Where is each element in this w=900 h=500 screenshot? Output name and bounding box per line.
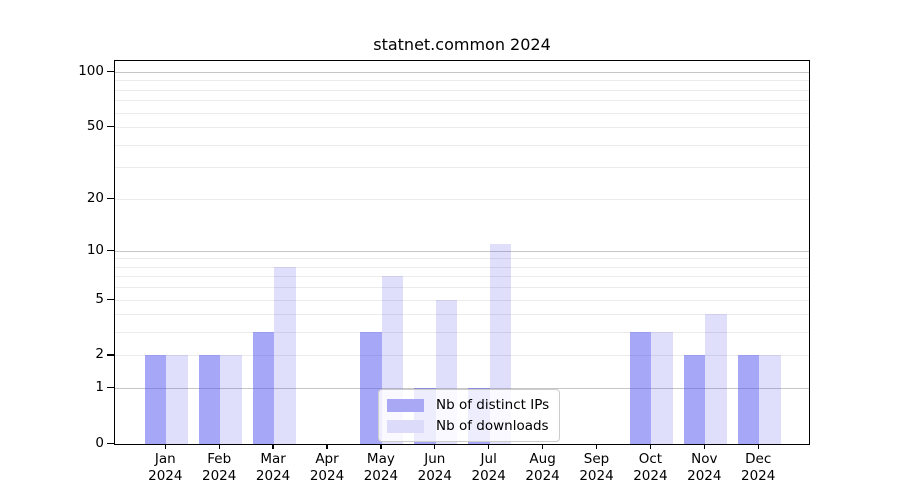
y-tick-label: 50 xyxy=(86,118,104,135)
legend-swatch-distinct-ips xyxy=(387,398,424,412)
chart-title: statnet.common 2024 xyxy=(373,35,551,54)
legend-entry-downloads: Nb of downloads xyxy=(387,418,549,434)
x-tick-mark xyxy=(326,444,328,449)
x-tick-label: Sep 2024 xyxy=(579,451,614,484)
x-tick-label: Mar 2024 xyxy=(255,451,291,484)
x-tick-label: Nov 2024 xyxy=(687,451,722,484)
bar-distinct-ips-mar xyxy=(252,332,275,444)
major-gridline xyxy=(115,72,809,73)
legend-entry-distinct-ips: Nb of distinct IPs xyxy=(387,397,549,413)
minor-gridline xyxy=(115,127,809,129)
y-tick-label: 10 xyxy=(86,241,104,258)
bar-downloads-dec xyxy=(759,355,781,444)
x-tick-mark xyxy=(703,444,705,449)
y-tick-mark xyxy=(107,354,114,356)
bar-downloads-oct xyxy=(651,332,673,444)
x-tick-mark xyxy=(164,444,166,449)
bar-distinct-ips-may xyxy=(360,332,382,444)
minor-gridline xyxy=(115,89,809,91)
y-tick-label: 100 xyxy=(78,63,104,79)
y-tick-mark xyxy=(107,443,114,445)
y-tick-mark xyxy=(107,387,114,389)
x-tick-label: Apr 2024 xyxy=(309,451,345,484)
y-tick-mark xyxy=(107,126,114,128)
x-tick-label: Oct 2024 xyxy=(633,451,668,484)
x-tick-mark xyxy=(488,444,490,449)
bar-downloads-feb xyxy=(220,355,242,444)
bar-distinct-ips-oct xyxy=(629,332,652,444)
grid-layer xyxy=(115,61,809,444)
legend-label-distinct-ips: Nb of distinct IPs xyxy=(436,397,550,413)
major-gridline xyxy=(115,388,809,390)
legend-swatch-downloads xyxy=(387,419,424,433)
major-gridline xyxy=(115,250,809,252)
x-tick-mark xyxy=(272,444,274,449)
minor-gridline xyxy=(115,80,809,82)
y-tick-mark xyxy=(107,197,114,199)
x-tick-mark xyxy=(541,444,544,449)
x-tick-mark xyxy=(380,444,382,449)
bar-distinct-ips-nov xyxy=(683,355,706,444)
x-tick-mark xyxy=(434,444,436,449)
x-tick-label: Jul 2024 xyxy=(471,451,506,484)
y-tick-label: 5 xyxy=(95,290,104,307)
bar-distinct-ips-jan xyxy=(144,355,167,444)
x-tick-mark xyxy=(595,444,598,449)
y-tick-label: 20 xyxy=(86,189,104,206)
legend-label-downloads: Nb of downloads xyxy=(436,418,549,434)
y-tick-mark xyxy=(107,298,114,300)
x-tick-label: May 2024 xyxy=(363,451,399,484)
minor-gridline xyxy=(115,314,809,316)
bar-layer xyxy=(115,61,809,444)
x-tick-label: Feb 2024 xyxy=(202,451,237,484)
y-tick-mark xyxy=(107,249,114,252)
y-tick-label: 0 xyxy=(95,435,104,451)
minor-gridline xyxy=(115,355,809,357)
minor-gridline xyxy=(115,276,809,278)
minor-gridline xyxy=(115,100,809,102)
minor-gridline xyxy=(115,287,809,289)
y-tick-label: 1 xyxy=(95,379,104,396)
y-tick-mark xyxy=(107,71,114,73)
x-tick-label: Jan 2024 xyxy=(148,451,183,484)
minor-gridline xyxy=(115,144,809,146)
minor-gridline xyxy=(115,167,809,169)
y-tick-label: 2 xyxy=(95,346,104,363)
minor-gridline xyxy=(115,266,809,268)
legend: Nb of distinct IPs Nb of downloads xyxy=(378,389,561,442)
x-tick-mark xyxy=(757,444,759,449)
minor-gridline xyxy=(115,112,809,114)
bar-distinct-ips-dec xyxy=(737,355,760,444)
plot-area xyxy=(114,60,810,445)
x-tick-mark xyxy=(218,444,220,449)
bar-distinct-ips-feb xyxy=(198,355,221,444)
minor-gridline xyxy=(115,299,809,301)
x-tick-label: Jun 2024 xyxy=(417,451,452,484)
bar-downloads-mar xyxy=(274,266,296,444)
bar-downloads-nov xyxy=(705,314,727,444)
x-tick-label: Aug 2024 xyxy=(525,451,560,484)
x-tick-label: Dec 2024 xyxy=(741,451,776,484)
minor-gridline xyxy=(115,258,809,260)
x-tick-mark xyxy=(649,444,652,449)
bar-downloads-jan xyxy=(166,355,188,444)
minor-gridline xyxy=(115,332,809,334)
minor-gridline xyxy=(115,198,809,200)
